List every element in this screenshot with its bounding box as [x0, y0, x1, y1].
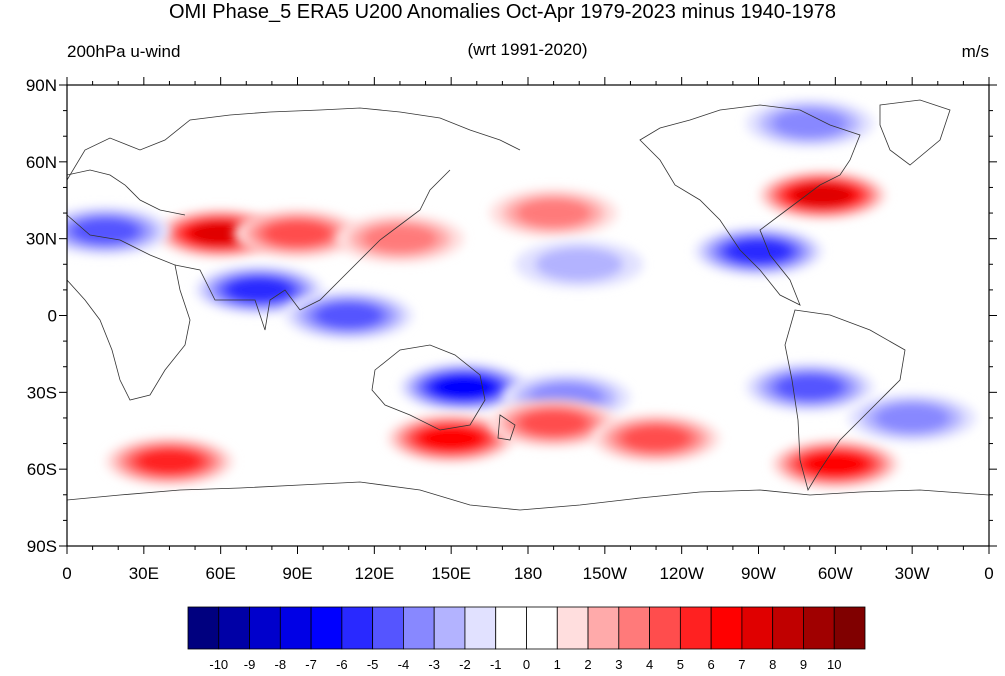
colorbar-swatch	[772, 606, 804, 650]
map-panel	[66, 84, 990, 547]
colorbar-label: 5	[677, 657, 684, 672]
anomaly-feature	[515, 240, 644, 289]
colorbar-swatch	[310, 606, 343, 650]
anomaly-feature	[848, 393, 977, 442]
longitude-axis: 0 30E 60E 90E 120E 150E 180 150W 120W 90W 60W 30W 0	[62, 77, 994, 583]
colorbar-swatch	[495, 606, 527, 650]
colorbar-label: -1	[490, 657, 502, 672]
lat-label: 90N	[26, 76, 57, 95]
colorbar-swatch	[341, 606, 374, 650]
anomaly-feature	[592, 414, 721, 463]
colorbar-swatch	[618, 606, 650, 650]
lon-label: 150W	[583, 564, 627, 583]
colorbar-swatch	[464, 606, 497, 650]
colorbar-label: -5	[367, 657, 379, 672]
colorbar-label: -4	[398, 657, 410, 672]
lon-label: 90E	[282, 564, 312, 583]
colorbar-swatch	[741, 606, 774, 650]
lat-label: 0	[48, 307, 57, 326]
colorbar-swatch	[679, 606, 712, 650]
anomaly-feature	[771, 440, 900, 489]
anomaly-feature	[758, 171, 887, 220]
lon-label: 30W	[895, 564, 930, 583]
colorbar-swatch	[803, 606, 835, 650]
reference-period-label: (wrt 1991-2020)	[467, 40, 588, 59]
anomaly-feature	[195, 265, 324, 314]
anomaly-field	[67, 99, 977, 489]
colorbar-label: 2	[584, 657, 591, 672]
variable-label: 200hPa u-wind	[67, 42, 181, 61]
lon-label: 120W	[659, 564, 703, 583]
colorbar-swatch	[433, 606, 466, 650]
colorbar-swatch	[556, 606, 589, 650]
anomaly-feature	[489, 399, 618, 448]
anomaly-feature	[399, 363, 528, 412]
latitude-axis: 90N 60N 30N 0 30S 60S 90S	[26, 76, 997, 556]
colorbar-swatch	[279, 606, 312, 650]
lon-label: 60W	[818, 564, 853, 583]
anomaly-feature	[284, 291, 413, 340]
colorbar-swatch	[649, 606, 681, 650]
colorbar-swatch	[249, 606, 281, 650]
colorbar-swatch	[187, 606, 220, 650]
lon-label: 180	[514, 564, 542, 583]
colorbar-label: -6	[336, 657, 348, 672]
colorbar-swatch	[218, 606, 250, 650]
anomaly-feature	[489, 189, 618, 238]
lon-label: 150E	[431, 564, 471, 583]
colorbar: -10 -9 -8 -7 -6 -5 -4 -3 -2 -1 0 1 2 3 4 5 6 7 8 9 10	[187, 606, 866, 672]
lon-label: 90W	[741, 564, 776, 583]
coastlines	[67, 99, 989, 511]
colorbar-label: 1	[554, 657, 561, 672]
colorbar-label: 6	[708, 657, 715, 672]
colorbar-label: -8	[275, 657, 287, 672]
colorbar-label: -2	[459, 657, 471, 672]
anomaly-feature	[745, 363, 874, 412]
lat-label: 30N	[26, 230, 57, 249]
colorbar-swatch	[833, 606, 866, 650]
colorbar-label: 0	[523, 657, 530, 672]
lon-label: 60E	[206, 564, 236, 583]
lon-label: 0	[62, 564, 71, 583]
anomaly-feature	[335, 214, 464, 263]
colorbar-label: 3	[615, 657, 622, 672]
colorbar-swatch	[526, 606, 558, 650]
colorbar-label: 7	[738, 657, 745, 672]
anomaly-feature	[105, 437, 234, 486]
colorbar-label: -3	[428, 657, 440, 672]
anomaly-feature	[233, 209, 362, 258]
colorbar-swatch	[710, 606, 743, 650]
colorbar-swatch	[372, 606, 404, 650]
colorbar-label: -9	[244, 657, 256, 672]
colorbar-label: -7	[305, 657, 317, 672]
colorbar-label: -10	[209, 657, 228, 672]
lat-label: 60S	[27, 460, 57, 479]
colorbar-label: 10	[827, 657, 841, 672]
colorbar-swatch	[587, 606, 620, 650]
lon-label: 0	[984, 564, 993, 583]
lat-label: 30S	[27, 383, 57, 402]
lat-label: 60N	[26, 153, 57, 172]
colorbar-label: 4	[646, 657, 653, 672]
anomaly-feature	[745, 99, 874, 148]
chart-title: OMI Phase_5 ERA5 U200 Anomalies Oct-Apr …	[168, 1, 837, 23]
lat-label: 90S	[27, 537, 57, 556]
anomaly-feature	[67, 206, 170, 255]
anomaly-feature	[387, 414, 516, 463]
colorbar-swatch	[403, 606, 435, 650]
colorbar-label: 9	[800, 657, 807, 672]
colorbar-label: 8	[769, 657, 776, 672]
lon-label: 120E	[354, 564, 394, 583]
units-label: m/s	[961, 42, 989, 61]
lon-label: 30E	[129, 564, 159, 583]
